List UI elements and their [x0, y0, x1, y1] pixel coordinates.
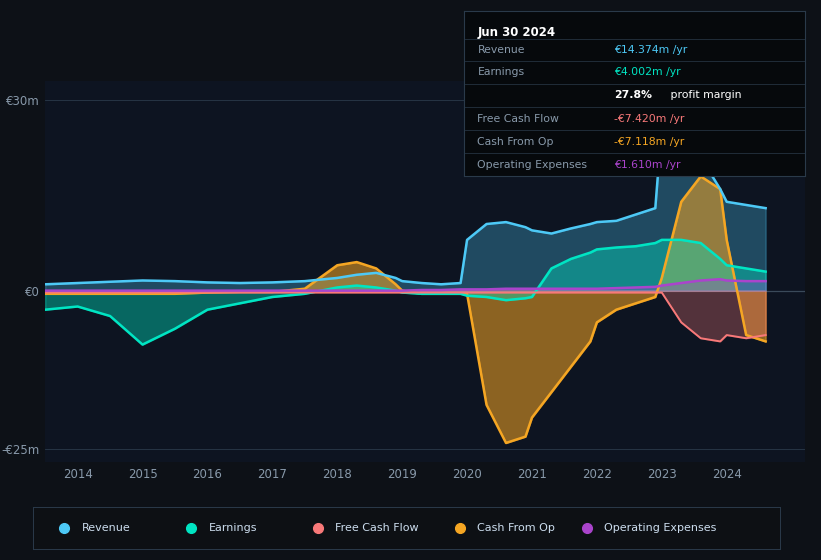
- Text: Operating Expenses: Operating Expenses: [604, 523, 717, 533]
- Text: profit margin: profit margin: [667, 91, 741, 100]
- Text: -€7.118m /yr: -€7.118m /yr: [614, 137, 684, 147]
- Text: €14.374m /yr: €14.374m /yr: [614, 45, 687, 55]
- Text: Revenue: Revenue: [81, 523, 131, 533]
- Text: €1.610m /yr: €1.610m /yr: [614, 160, 681, 170]
- Text: Cash From Op: Cash From Op: [478, 137, 554, 147]
- Text: -€7.420m /yr: -€7.420m /yr: [614, 114, 684, 124]
- Text: €4.002m /yr: €4.002m /yr: [614, 67, 681, 77]
- Text: Free Cash Flow: Free Cash Flow: [336, 523, 419, 533]
- Text: Cash From Op: Cash From Op: [477, 523, 555, 533]
- Text: Revenue: Revenue: [478, 45, 525, 55]
- Text: Earnings: Earnings: [478, 67, 525, 77]
- Text: 27.8%: 27.8%: [614, 91, 652, 100]
- Text: Free Cash Flow: Free Cash Flow: [478, 114, 559, 124]
- Text: Operating Expenses: Operating Expenses: [478, 160, 588, 170]
- Text: Earnings: Earnings: [209, 523, 257, 533]
- Text: Jun 30 2024: Jun 30 2024: [478, 26, 556, 39]
